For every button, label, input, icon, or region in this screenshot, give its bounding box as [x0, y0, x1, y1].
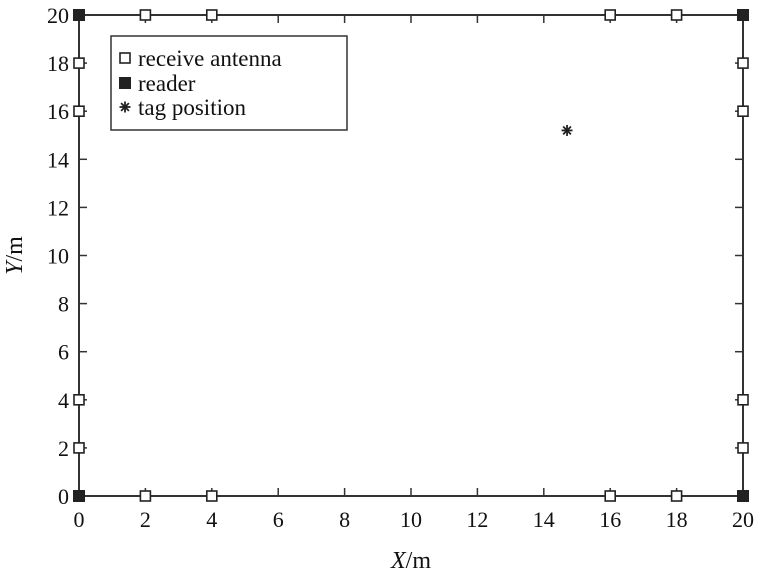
x-tick-label: 18 [666, 507, 688, 532]
y-tick-label: 12 [47, 195, 69, 220]
y-tick-label: 0 [58, 484, 69, 509]
receive-antenna-point [139, 9, 152, 21]
y-tick-label: 8 [58, 292, 69, 317]
receive-antenna-point [670, 490, 683, 502]
legend-tag-position-marker [119, 101, 131, 113]
legend-receive-antenna-marker [119, 52, 131, 64]
receive-antenna-point [206, 490, 218, 502]
x-axis-label: X/m [390, 548, 431, 572]
receive-antenna-point [737, 393, 749, 406]
y-tick-label: 18 [47, 51, 69, 76]
x-tick-label: 0 [74, 507, 85, 532]
legend-box [110, 35, 348, 131]
x-tick-label: 8 [339, 507, 350, 532]
x-axis-tick-labels: 0 2 4 6 8 10 12 14 16 18 20 [74, 507, 755, 532]
y-tick-label: 4 [58, 388, 69, 413]
y-tick-label: 2 [58, 436, 69, 461]
x-tick-label: 14 [533, 507, 555, 532]
x-tick-label: 2 [140, 507, 151, 532]
y-tick-label: 10 [47, 244, 69, 269]
y-tick-label: 20 [47, 3, 69, 28]
x-tick-label: 6 [273, 507, 284, 532]
y-axis-label-variable: Y [2, 259, 28, 275]
x-tick-label: 12 [466, 507, 488, 532]
data-points [73, 9, 749, 502]
y-tick-label: 6 [58, 340, 69, 365]
y-axis-label-unit: /m [2, 236, 28, 262]
x-axis-label-variable: X [390, 548, 407, 572]
receive-antenna-point [73, 57, 85, 69]
receive-antenna-point [604, 9, 617, 21]
receive-antenna-point [604, 490, 617, 502]
receive-antenna-point [737, 57, 749, 69]
legend-entry-label: receive antenna [138, 46, 282, 71]
receive-antenna-point [73, 105, 85, 117]
receive-antenna-point [737, 442, 749, 454]
y-axis-tick-labels: 0 2 4 6 8 10 12 14 16 18 20 [47, 3, 69, 509]
x-axis-label-unit: /m [406, 548, 432, 572]
legend-reader-marker [119, 77, 131, 89]
legend-entry-label: tag position [138, 95, 246, 120]
plot-frame [78, 14, 744, 497]
legend-entry-label: reader [138, 71, 196, 96]
tag-position-point [561, 124, 573, 136]
receive-antenna-point [670, 9, 683, 21]
reader-point [73, 490, 85, 502]
x-tick-label: 4 [206, 507, 217, 532]
y-tick-label: 14 [47, 147, 69, 172]
receive-antenna-point [737, 105, 749, 117]
y-axis-label: Y/m [2, 236, 28, 275]
reader-point [737, 9, 749, 21]
y-tick-label: 16 [47, 99, 69, 124]
receive-antenna-point [206, 9, 218, 21]
receive-antenna-point [73, 442, 85, 454]
x-tick-label: 16 [599, 507, 621, 532]
reader-point [737, 490, 749, 502]
reader-point [73, 9, 85, 21]
receive-antenna-point [73, 393, 85, 406]
x-tick-label: 10 [400, 507, 422, 532]
receive-antenna-point [139, 490, 152, 502]
x-tick-label: 20 [732, 507, 754, 532]
